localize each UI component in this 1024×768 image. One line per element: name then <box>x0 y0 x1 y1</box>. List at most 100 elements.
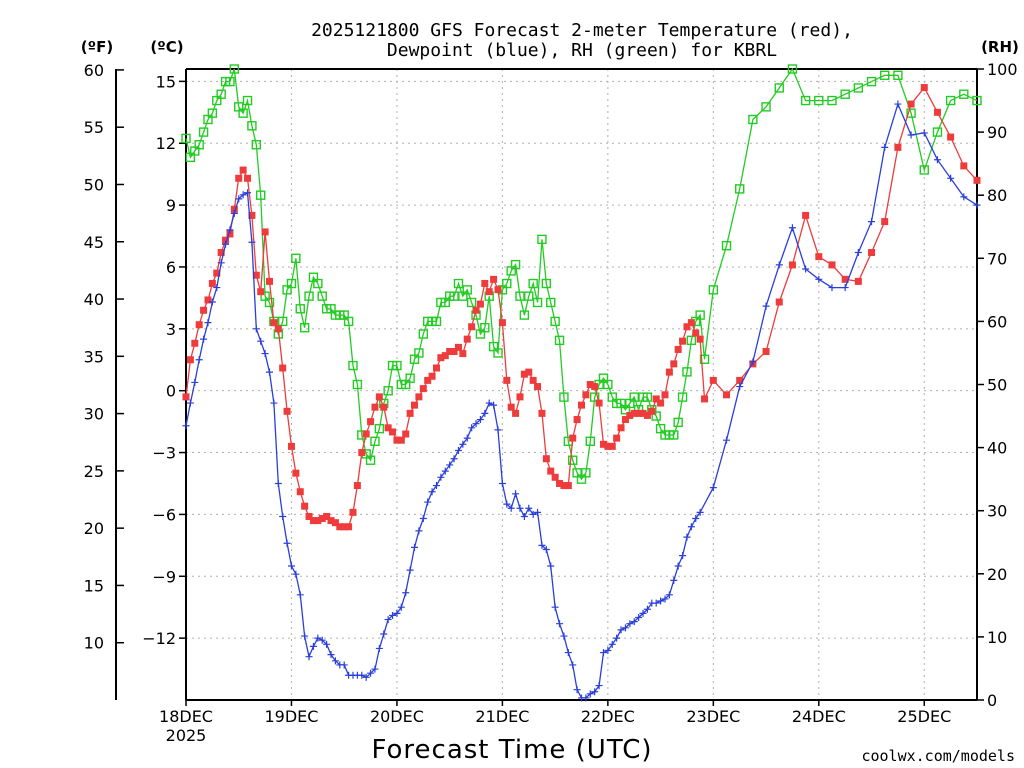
temperature-point <box>270 319 278 327</box>
dewpoint-point <box>841 284 849 292</box>
dewpoint-point <box>736 383 744 391</box>
rh-point <box>431 316 442 327</box>
dewpoint-point <box>204 319 212 327</box>
temperature-point <box>534 383 542 391</box>
temperature-point <box>582 391 590 399</box>
rh-tick-label: 70 <box>987 249 1007 268</box>
rh-point <box>466 297 477 308</box>
dewpoint-point <box>200 335 208 343</box>
temperature-point <box>340 523 348 531</box>
time-tick-label: 20DEC <box>370 707 424 726</box>
temperature-point <box>595 399 603 407</box>
rh-point <box>502 278 512 289</box>
rh-point <box>945 95 956 106</box>
dewpoint-point <box>217 259 225 267</box>
rh-point <box>585 436 595 446</box>
temperature-point <box>331 519 339 527</box>
rh-point <box>554 335 565 346</box>
dewpoint-point <box>239 191 247 199</box>
temperature-point <box>670 360 678 368</box>
temperature-point <box>459 350 467 358</box>
dewpoint-point <box>617 626 625 634</box>
rh-point <box>524 291 534 301</box>
temperature-point <box>463 335 471 343</box>
rh-tick-label: 10 <box>987 628 1007 647</box>
dewpoint-point <box>397 603 405 611</box>
temperature-point <box>973 176 981 184</box>
rh-point <box>247 121 257 131</box>
dewpoint-point <box>775 261 783 269</box>
temperature-point <box>397 436 405 444</box>
rh-point <box>669 430 679 440</box>
temperature-point <box>551 473 559 481</box>
dewpoint-point <box>283 539 291 547</box>
dewpoint-point <box>472 420 480 428</box>
rh-tick-label: 20 <box>987 565 1007 584</box>
rh-point <box>906 108 916 118</box>
dewpoint-point <box>621 624 629 632</box>
temperature-point <box>591 383 599 391</box>
rh-tick-label: 0 <box>987 691 997 710</box>
dewpoint-point <box>960 193 968 201</box>
rh-point <box>541 278 552 289</box>
dewpoint-point <box>463 434 471 442</box>
temperature-point <box>775 298 783 306</box>
rh-point <box>519 310 530 320</box>
rh-point <box>546 297 556 308</box>
dewpoint-point <box>459 440 467 448</box>
rh-point <box>194 140 204 150</box>
rh-point <box>880 70 890 81</box>
time-tick-label: 25DEC <box>897 707 951 726</box>
temperature-point <box>432 364 440 372</box>
rh-point <box>550 316 560 327</box>
temperature-point <box>301 502 309 510</box>
dewpoint-point <box>208 298 216 306</box>
rh-point <box>699 354 710 364</box>
temperature-point <box>186 356 194 364</box>
dewpoint-point <box>507 504 515 512</box>
rh-point <box>642 392 653 402</box>
dewpoint-point <box>248 238 256 246</box>
dewpoint-point <box>327 651 335 659</box>
temperature-point <box>547 467 555 475</box>
temperature-point <box>569 434 577 442</box>
dewpoint-point <box>454 446 462 454</box>
dewpoint-point <box>406 566 414 574</box>
dewpoint-point <box>599 649 607 657</box>
rh-point <box>256 190 266 200</box>
credit-text: coolwx.com/models <box>861 747 1015 765</box>
dewpoint-point <box>428 488 436 496</box>
temperature-point <box>687 319 695 327</box>
rh-point <box>972 95 982 106</box>
temperature-point <box>244 174 252 182</box>
temperature-point <box>327 517 335 525</box>
chart-title-line1: 2025121800 GFS Forecast 2-meter Temperat… <box>311 20 853 41</box>
temperature-point <box>472 306 480 314</box>
temperature-point <box>683 323 691 331</box>
time-tick-label: 19DEC <box>264 707 318 726</box>
temperature-point <box>450 348 458 356</box>
dewpoint-point <box>749 358 757 366</box>
rh-point <box>453 278 464 289</box>
temperature-point <box>191 339 199 347</box>
temperature-point <box>230 205 238 213</box>
rh-point <box>352 379 363 390</box>
dewpoint-point <box>670 576 678 584</box>
rh-point <box>313 278 323 289</box>
temperature-point <box>213 269 221 277</box>
temperature-point <box>643 411 651 419</box>
temperature-point <box>881 218 889 226</box>
time-tick-label: 23DEC <box>686 707 740 726</box>
fahrenheit-tick-label: 35 <box>84 347 104 366</box>
dewpoint-point <box>331 657 339 665</box>
rh-point <box>383 386 393 396</box>
temperature-point <box>490 275 498 283</box>
temperature-point <box>323 512 331 520</box>
fahrenheit-axis: 60 55 50 45 40 35 30 25 20 15 10 <box>84 61 124 653</box>
rh-tick-label: 30 <box>987 502 1007 521</box>
temperature-point <box>626 411 634 419</box>
dewpoint-point <box>296 591 304 599</box>
rh-point <box>348 360 358 371</box>
temperature-point <box>358 449 366 457</box>
